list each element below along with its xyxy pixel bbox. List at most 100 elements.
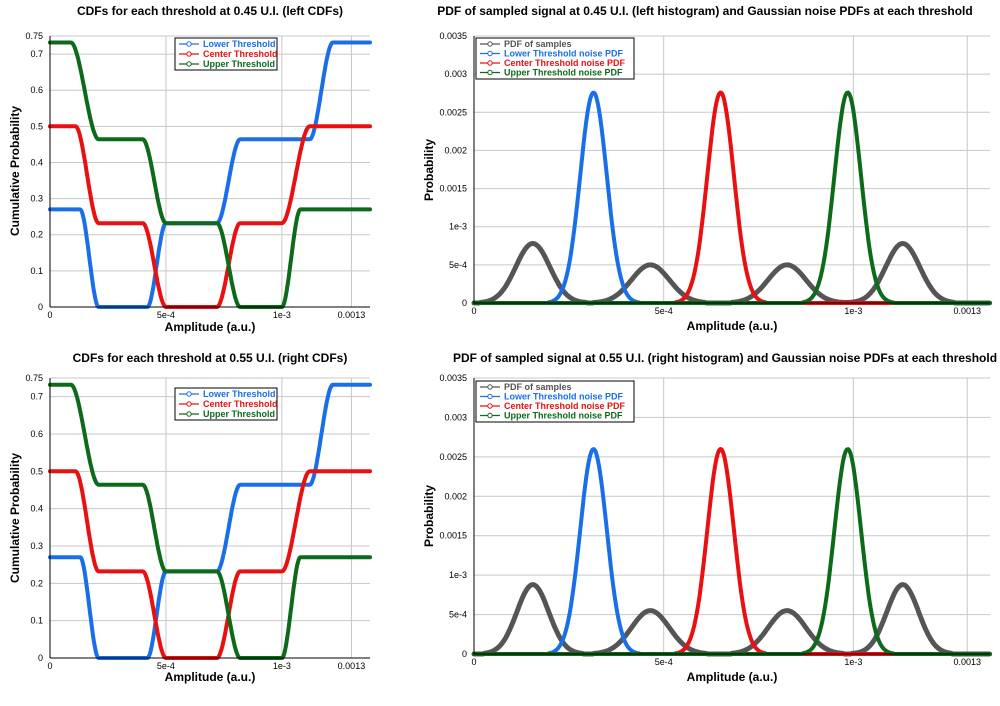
y-axis-label: Probability <box>422 139 436 201</box>
legend-marker <box>487 384 493 390</box>
y-tick-label: 0.3 <box>30 541 43 551</box>
y-tick-label: 0.2 <box>30 230 43 240</box>
y-tick-label: 1e-3 <box>449 570 467 580</box>
y-tick-label: 0.002 <box>444 145 467 155</box>
legend-entry: Upper Threshold noise PDF <box>504 68 623 78</box>
series-line-3 <box>48 382 372 660</box>
x-axis-label: Amplitude (a.u.) <box>165 320 256 334</box>
y-tick-label: 5e-4 <box>449 260 467 270</box>
legend-entry: PDF of samples <box>504 39 572 49</box>
legend-marker <box>186 391 192 397</box>
legend-marker <box>487 41 493 47</box>
legend-entry: Upper Threshold <box>203 59 275 69</box>
legend-marker <box>487 50 493 57</box>
y-tick-label: 0 <box>38 302 43 312</box>
legend-entry: PDF of samples <box>504 382 572 392</box>
y-axis-label: Probability <box>422 485 436 547</box>
x-tick-label: 1e-3 <box>844 657 862 667</box>
y-tick-label: 0 <box>462 649 467 659</box>
y-tick-label: 0.003 <box>444 412 467 422</box>
x-tick-label: 1e-3 <box>273 310 291 320</box>
y-tick-label: 0.0015 <box>439 184 467 194</box>
series-line-1 <box>471 582 993 657</box>
y-tick-label: 0.0015 <box>439 531 467 541</box>
legend-entry: Center Threshold <box>203 49 278 59</box>
y-tick-label: 0.6 <box>30 429 43 439</box>
y-tick-label: 0.4 <box>30 157 43 167</box>
x-axis-label: Amplitude (a.u.) <box>687 670 778 684</box>
legend-box <box>475 380 635 423</box>
x-tick-label: 0.0013 <box>338 310 366 320</box>
y-tick-label: 0.0025 <box>439 452 467 462</box>
chart-panel-2: PDF of sampled signal at 0.45 U.I. (left… <box>422 4 993 333</box>
legend-entry: Lower Threshold <box>203 389 276 399</box>
x-tick-label: 0.0013 <box>338 661 366 671</box>
chart-title: CDFs for each threshold at 0.55 U.I. (ri… <box>73 351 348 365</box>
y-tick-label: 0.7 <box>30 49 43 59</box>
y-tick-label: 0.1 <box>30 616 43 626</box>
y-tick-label: 5e-4 <box>449 610 467 620</box>
chart-panel-1: CDFs for each threshold at 0.45 U.I. (le… <box>8 4 372 334</box>
legend-entry: Lower Threshold noise PDF <box>504 49 624 59</box>
legend-entry: Lower Threshold noise PDF <box>504 392 624 402</box>
x-tick-label: 5e-4 <box>157 661 175 671</box>
legend-marker <box>487 393 493 400</box>
y-tick-label: 0.0035 <box>439 373 467 383</box>
legend-marker <box>186 51 192 57</box>
legend-marker <box>487 403 493 409</box>
y-tick-label: 0.002 <box>444 491 467 501</box>
y-tick-label: 0.3 <box>30 194 43 204</box>
x-tick-label: 0.0013 <box>953 306 981 316</box>
x-tick-label: 1e-3 <box>273 661 291 671</box>
series-line-1 <box>471 241 993 306</box>
series-line-2 <box>48 124 372 309</box>
legend-box <box>475 37 635 80</box>
y-axis-label: Cumulative Probability <box>8 453 22 583</box>
x-tick-label: 5e-4 <box>157 310 175 320</box>
legend-entry: Upper Threshold noise PDF <box>504 411 623 421</box>
legend-marker <box>487 412 493 419</box>
legend-marker <box>487 60 493 66</box>
x-tick-label: 0 <box>471 657 476 667</box>
chart-title: PDF of sampled signal at 0.45 U.I. (left… <box>437 4 972 18</box>
y-tick-label: 0.75 <box>25 31 43 41</box>
x-tick-label: 0 <box>471 306 476 316</box>
y-tick-label: 0.5 <box>30 466 43 476</box>
chart-panel-3: CDFs for each threshold at 0.55 U.I. (ri… <box>8 351 372 684</box>
legend-entry: Center Threshold noise PDF <box>504 58 626 68</box>
x-tick-label: 0 <box>47 661 52 671</box>
legend-entry: Upper Threshold <box>203 409 275 419</box>
series-line-1 <box>48 382 372 660</box>
x-axis-label: Amplitude (a.u.) <box>165 670 256 684</box>
y-tick-label: 0.0025 <box>439 107 467 117</box>
x-tick-label: 0 <box>47 310 52 320</box>
legend-marker <box>186 411 192 417</box>
x-tick-label: 0.0013 <box>953 657 981 667</box>
chart-panel-4: PDF of sampled signal at 0.55 U.I. (righ… <box>422 351 997 684</box>
series-line-2 <box>48 469 372 660</box>
y-axis-label: Cumulative Probability <box>8 106 22 236</box>
y-tick-label: 0.75 <box>25 373 43 383</box>
legend-entry: Center Threshold <box>203 399 278 409</box>
y-tick-label: 1e-3 <box>449 222 467 232</box>
series-line-1 <box>48 40 372 309</box>
y-tick-label: 0.003 <box>444 69 467 79</box>
y-tick-label: 0.7 <box>30 392 43 402</box>
x-tick-label: 1e-3 <box>844 306 862 316</box>
y-tick-label: 0 <box>38 653 43 663</box>
x-axis-label: Amplitude (a.u.) <box>687 319 778 333</box>
y-tick-label: 0.5 <box>30 121 43 131</box>
y-tick-label: 0.4 <box>30 504 43 514</box>
y-tick-label: 0.0035 <box>439 31 467 41</box>
x-tick-label: 5e-4 <box>655 306 673 316</box>
y-tick-label: 0 <box>462 298 467 308</box>
legend-marker <box>487 69 493 76</box>
legend-marker <box>186 401 192 407</box>
chart-title: PDF of sampled signal at 0.55 U.I. (righ… <box>453 351 997 365</box>
y-tick-label: 0.2 <box>30 578 43 588</box>
